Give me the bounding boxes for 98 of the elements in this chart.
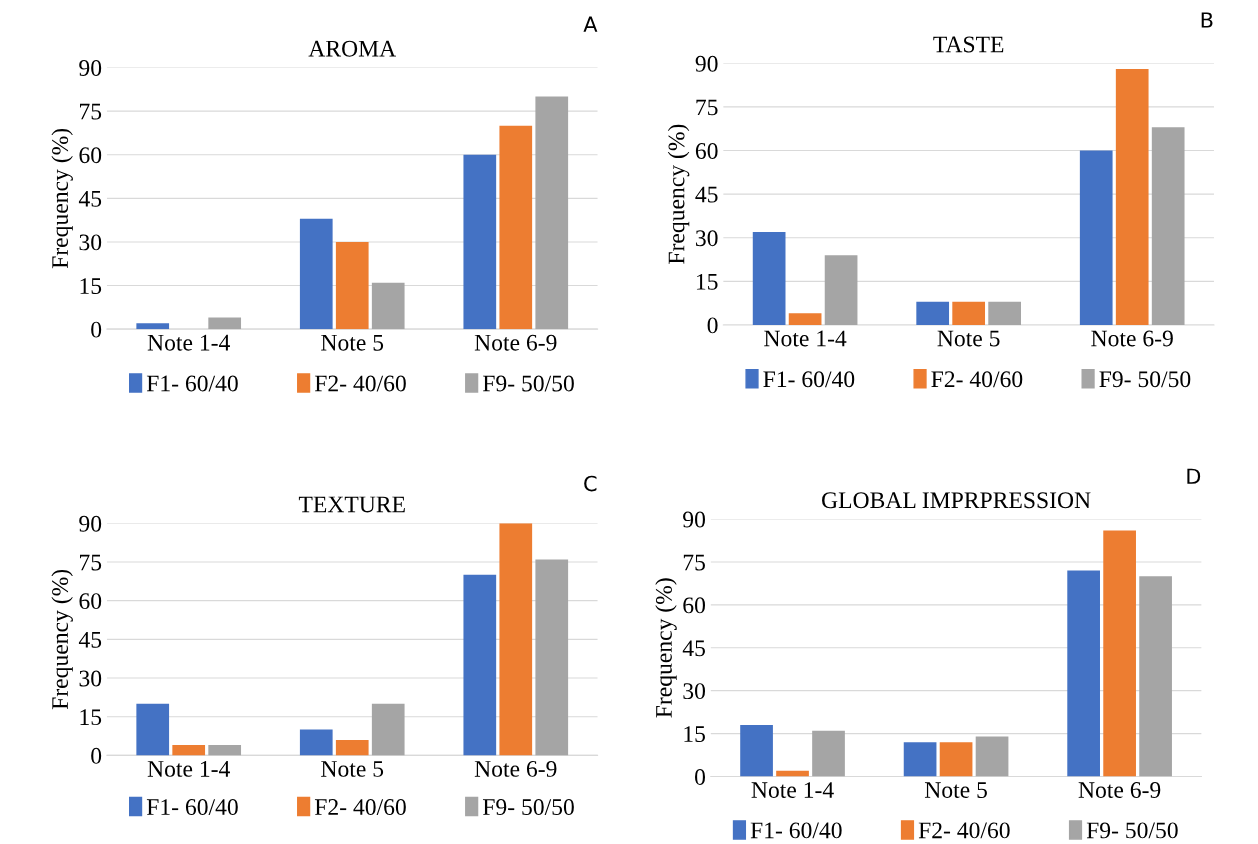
bar <box>903 742 937 777</box>
legend-label: F9- 50/50 <box>1099 371 1191 388</box>
y-tick-label: 15 <box>684 726 705 742</box>
x-tick-label: Note 6-9 <box>1078 782 1161 798</box>
y-axis-title: Frequency (%) <box>51 569 73 710</box>
y-tick-label: 45 <box>78 631 102 648</box>
text: B <box>1201 12 1213 28</box>
chart-title: AROMA <box>308 40 397 57</box>
x-tick-label: Note 1-4 <box>751 782 834 798</box>
y-tick-label: 90 <box>79 515 102 532</box>
x-tick-label: Note 1-4 <box>147 334 230 351</box>
bar <box>1067 570 1100 777</box>
y-tick-label: 0 <box>91 321 102 338</box>
y-tick-label: 30 <box>79 670 102 687</box>
y-axis-title: Frequency (%) <box>667 124 690 264</box>
y-tick-label: 90 <box>79 60 102 76</box>
y-tick-label: 75 <box>696 99 718 116</box>
text: C <box>584 475 597 492</box>
bar <box>1115 69 1149 325</box>
y-tick-label: 75 <box>683 554 705 571</box>
y-tick-label: 90 <box>695 55 718 72</box>
legend-label: F1- 60/40 <box>750 822 842 839</box>
chart-title: TASTE <box>933 36 1004 53</box>
y-tick-label: 15 <box>80 709 102 726</box>
legend-label: F1- 60/40 <box>146 799 238 815</box>
x-tick-label: Note 5 <box>321 761 384 777</box>
bar <box>788 313 822 325</box>
text: D <box>1187 468 1201 484</box>
y-tick-label: 45 <box>695 186 718 203</box>
legend-label: F1- 60/40 <box>763 371 855 388</box>
y-tick-label: 30 <box>683 683 706 700</box>
bar <box>463 154 497 330</box>
bar <box>988 301 1021 325</box>
bar <box>335 241 369 330</box>
bar <box>535 559 569 756</box>
bar <box>939 742 973 777</box>
bar <box>824 255 858 325</box>
bar <box>812 730 845 777</box>
y-tick-label: 60 <box>695 143 718 159</box>
legend-label: F2- 40/60 <box>931 371 1023 388</box>
y-tick-label: 75 <box>80 554 102 571</box>
y-axis-title: Frequency (%) <box>655 578 677 718</box>
y-tick-label: 45 <box>78 190 102 207</box>
y-tick-label: 60 <box>683 597 706 614</box>
bar <box>975 736 1009 777</box>
bar <box>916 301 950 325</box>
y-tick-label: 60 <box>79 147 102 164</box>
y-tick-label: 30 <box>79 234 102 251</box>
x-tick-label: Note 1-4 <box>147 761 230 777</box>
x-tick-label: Note 5 <box>321 334 384 351</box>
y-tick-label: 90 <box>683 511 706 528</box>
bar <box>752 231 786 325</box>
legend-label: F2- 40/60 <box>314 375 406 392</box>
y-tick-label: 0 <box>91 747 102 764</box>
bar <box>208 745 242 756</box>
bar <box>136 323 170 330</box>
y-axis-title: Frequency (%) <box>51 128 73 269</box>
chart-title: GLOBAL IMPRPRESSION <box>822 492 1091 509</box>
bar <box>136 703 170 756</box>
bar <box>952 301 986 325</box>
y-tick-label: 15 <box>696 273 718 290</box>
bar <box>463 574 497 756</box>
bar <box>335 739 369 756</box>
y-tick-label: 0 <box>695 768 706 785</box>
x-tick-label: Note 1-4 <box>764 330 847 347</box>
bar <box>740 725 773 777</box>
y-tick-label: 45 <box>682 640 705 657</box>
legend-label: F9- 50/50 <box>482 799 574 815</box>
legend-label: F9- 50/50 <box>1086 822 1178 839</box>
bar <box>535 96 569 330</box>
legend-label: F2- 40/60 <box>314 799 406 815</box>
y-tick-label: 0 <box>707 317 718 334</box>
bar <box>299 218 333 330</box>
y-tick-label: 30 <box>696 230 718 247</box>
y-tick-label: 60 <box>79 593 102 610</box>
bar <box>499 125 533 330</box>
bar <box>371 282 405 330</box>
legend-label: F1- 60/40 <box>146 375 238 392</box>
y-tick-label: 75 <box>80 103 102 120</box>
bar <box>1103 530 1136 777</box>
bar <box>1079 150 1113 325</box>
x-tick-label: Note 6-9 <box>1091 330 1173 347</box>
bar <box>1151 127 1185 325</box>
x-tick-label: Note 6-9 <box>474 334 557 351</box>
bar <box>499 523 533 756</box>
x-tick-label: Note 5 <box>937 330 1000 347</box>
legend-label: F2- 40/60 <box>918 822 1010 839</box>
bar <box>371 703 405 756</box>
bar <box>299 729 333 756</box>
bar <box>208 317 242 330</box>
text: A <box>583 16 598 32</box>
chart-title: TEXTURE <box>298 496 405 513</box>
bar <box>1139 576 1172 777</box>
y-tick-label: 15 <box>80 278 102 294</box>
x-tick-label: Note 6-9 <box>474 760 557 777</box>
legend-label: F9- 50/50 <box>482 375 574 392</box>
x-tick-label: Note 5 <box>924 782 987 798</box>
bar <box>172 745 206 756</box>
